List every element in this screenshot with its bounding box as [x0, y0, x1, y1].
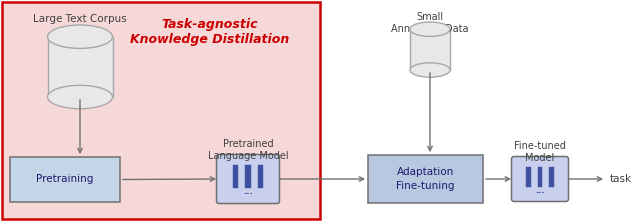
Text: Large Text Corpus: Large Text Corpus — [33, 14, 127, 24]
Ellipse shape — [410, 63, 450, 77]
Text: Pretraining: Pretraining — [36, 175, 93, 185]
Bar — [258, 165, 264, 188]
Text: ...: ... — [535, 186, 545, 195]
Bar — [2, 2, 320, 219]
Bar — [549, 167, 554, 187]
Text: Knowledge Distillation: Knowledge Distillation — [131, 33, 290, 46]
Bar — [47, 37, 113, 97]
Ellipse shape — [47, 25, 113, 48]
Text: Adaptation
Fine-tuning: Adaptation Fine-tuning — [396, 167, 455, 191]
Text: ...: ... — [243, 187, 253, 196]
Ellipse shape — [410, 22, 450, 36]
FancyBboxPatch shape — [511, 156, 568, 202]
Bar — [538, 167, 542, 187]
Text: task: task — [610, 174, 632, 184]
Bar — [232, 165, 238, 188]
Text: Task-agnostic: Task-agnostic — [162, 18, 259, 31]
Bar — [10, 157, 120, 202]
Ellipse shape — [47, 85, 113, 109]
Text: Small
Annotated Data: Small Annotated Data — [391, 12, 468, 34]
Text: Pretrained
Language Model: Pretrained Language Model — [208, 139, 288, 161]
Text: Fine-tuned
Model: Fine-tuned Model — [514, 141, 566, 163]
FancyBboxPatch shape — [216, 154, 280, 204]
Bar — [410, 29, 450, 70]
Bar — [526, 167, 531, 187]
Bar — [245, 165, 251, 188]
Bar — [368, 155, 483, 203]
